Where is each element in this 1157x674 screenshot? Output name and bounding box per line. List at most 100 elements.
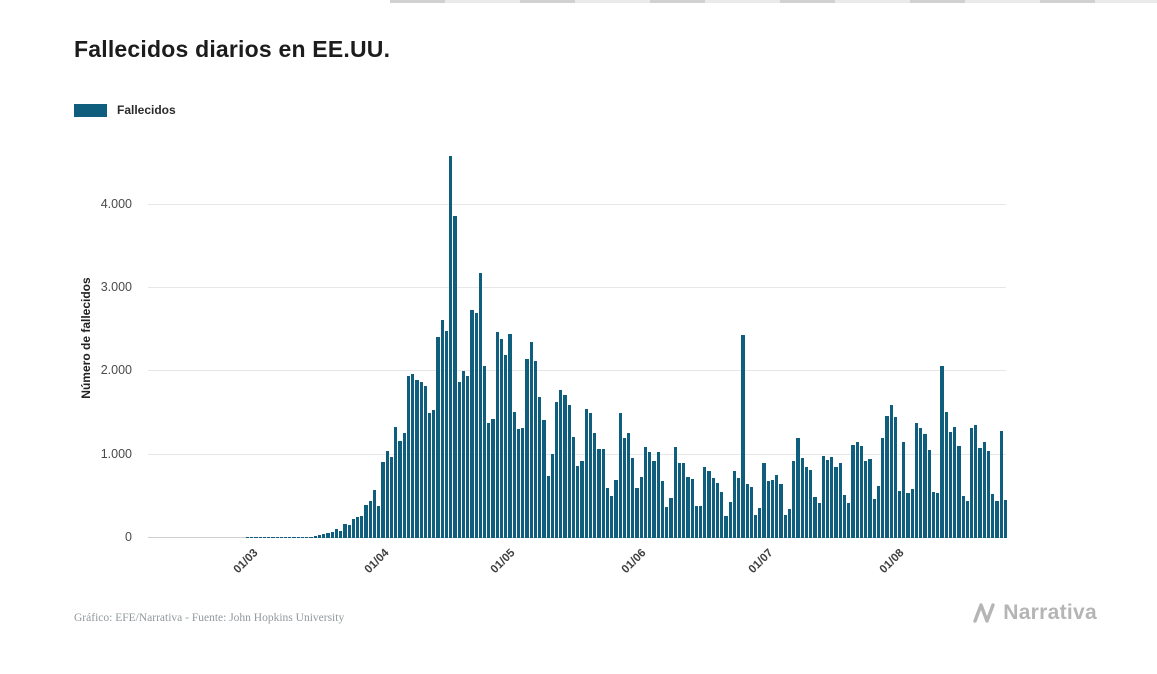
bar bbox=[381, 462, 385, 538]
bar bbox=[457, 382, 461, 538]
bar bbox=[953, 427, 957, 538]
bar bbox=[965, 500, 969, 538]
bar bbox=[906, 493, 910, 538]
bar bbox=[995, 500, 999, 538]
bar bbox=[440, 319, 444, 538]
x-tick-labels: 01/03 01/04 01/05 01/06 01/07 01/08 bbox=[148, 538, 1006, 610]
bar bbox=[999, 431, 1003, 538]
bar bbox=[830, 457, 834, 538]
bar bbox=[936, 493, 940, 538]
bar bbox=[330, 532, 334, 538]
bar bbox=[711, 477, 715, 538]
bar bbox=[737, 477, 741, 538]
bar bbox=[635, 487, 639, 538]
y-tick-label: 0 bbox=[125, 530, 132, 544]
bar bbox=[601, 449, 605, 538]
bar bbox=[550, 454, 554, 538]
bar bbox=[453, 216, 457, 538]
source-caption: Gráfico: EFE/Narrativa - Fuente: John Ho… bbox=[74, 612, 345, 624]
legend-label: Fallecidos bbox=[117, 103, 176, 117]
bar bbox=[978, 448, 982, 538]
bar bbox=[940, 366, 944, 538]
x-tick-label: 01/06 bbox=[620, 547, 649, 576]
bar bbox=[444, 330, 449, 538]
bar bbox=[614, 480, 618, 538]
bar bbox=[864, 461, 868, 538]
bar bbox=[720, 491, 724, 538]
bar bbox=[250, 537, 254, 538]
bar bbox=[525, 359, 529, 538]
bar bbox=[593, 432, 597, 538]
bar bbox=[245, 537, 250, 538]
bar bbox=[961, 495, 965, 538]
bar bbox=[677, 462, 682, 538]
bar bbox=[605, 487, 610, 538]
gridline bbox=[148, 453, 1006, 455]
bar bbox=[809, 469, 813, 538]
bar bbox=[563, 395, 567, 538]
bar bbox=[423, 385, 427, 538]
bar bbox=[796, 438, 800, 538]
bar bbox=[618, 412, 622, 538]
bar bbox=[542, 419, 546, 538]
bar bbox=[419, 382, 423, 538]
bar bbox=[982, 442, 986, 538]
bar bbox=[842, 495, 847, 538]
bar bbox=[813, 497, 817, 538]
legend: Fallecidos bbox=[74, 103, 176, 117]
bar bbox=[991, 493, 995, 538]
bar bbox=[406, 376, 411, 538]
bar bbox=[974, 424, 978, 538]
bar bbox=[317, 534, 322, 538]
bar bbox=[372, 490, 377, 538]
bar bbox=[470, 309, 474, 538]
bar bbox=[377, 506, 381, 538]
window-edge-artifact bbox=[390, 0, 1157, 3]
bar bbox=[872, 498, 876, 538]
bar bbox=[948, 432, 953, 538]
bar bbox=[427, 413, 432, 538]
bar bbox=[292, 537, 296, 538]
bar bbox=[326, 533, 330, 538]
bar bbox=[483, 365, 487, 538]
bar bbox=[402, 433, 406, 538]
gridline bbox=[148, 203, 1006, 205]
bar bbox=[597, 448, 601, 538]
bar bbox=[682, 462, 686, 538]
bar bbox=[648, 451, 652, 538]
bar bbox=[347, 525, 351, 538]
y-tick-label: 3.000 bbox=[100, 280, 132, 294]
y-tick-label: 2.000 bbox=[100, 363, 132, 378]
bar bbox=[555, 402, 559, 538]
bar bbox=[885, 416, 889, 538]
bar bbox=[838, 463, 842, 538]
bar bbox=[779, 483, 783, 538]
bars-container bbox=[148, 138, 1008, 538]
bar bbox=[571, 436, 576, 538]
bar bbox=[339, 531, 343, 538]
bar bbox=[495, 332, 499, 538]
bar bbox=[364, 504, 368, 538]
bar bbox=[313, 536, 317, 538]
bar bbox=[258, 537, 262, 538]
bar bbox=[783, 514, 787, 538]
gridline bbox=[148, 370, 1006, 372]
bar bbox=[669, 498, 673, 538]
bar bbox=[394, 427, 398, 538]
bar bbox=[724, 515, 728, 538]
bar bbox=[944, 412, 948, 538]
bar bbox=[254, 537, 258, 538]
bar bbox=[398, 440, 402, 538]
bar bbox=[538, 397, 542, 538]
bar bbox=[660, 480, 665, 538]
bar bbox=[826, 460, 830, 538]
bar bbox=[567, 405, 571, 538]
bar bbox=[466, 376, 470, 538]
x-tick-label: 01/03 bbox=[231, 547, 261, 576]
bar bbox=[910, 488, 914, 538]
bar bbox=[267, 537, 271, 538]
bar bbox=[643, 446, 648, 538]
bar bbox=[703, 466, 707, 538]
bar bbox=[631, 458, 635, 538]
